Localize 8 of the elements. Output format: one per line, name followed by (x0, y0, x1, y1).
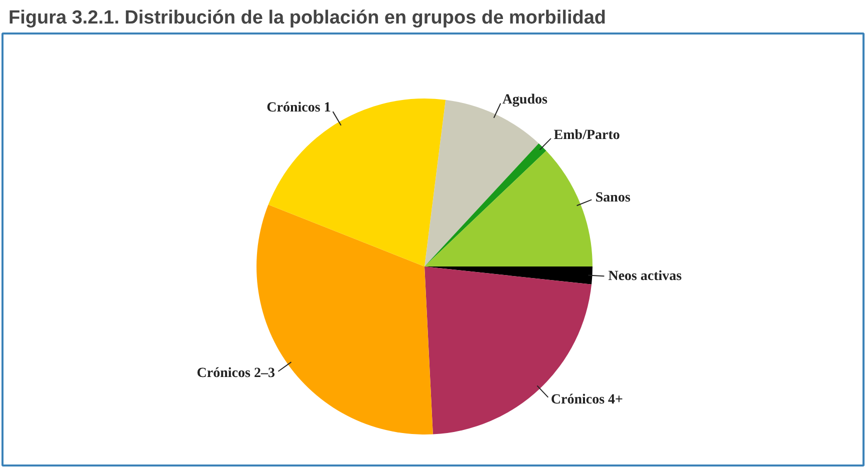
slice-label: Crónicos 2–3 (196, 366, 275, 382)
slice-label: Emb/Parto (554, 128, 620, 144)
slice-label: Sanos (595, 190, 631, 206)
slice-label: Neos activas (608, 268, 682, 284)
slice-label: Agudos (502, 92, 548, 108)
slice-label: Crónicos 4+ (550, 392, 624, 408)
slice-label: Crónicos 1 (266, 100, 331, 116)
chart-title: Figura 3.2.1. Distribución de la población en grupos de morbilidad (8, 8, 606, 28)
